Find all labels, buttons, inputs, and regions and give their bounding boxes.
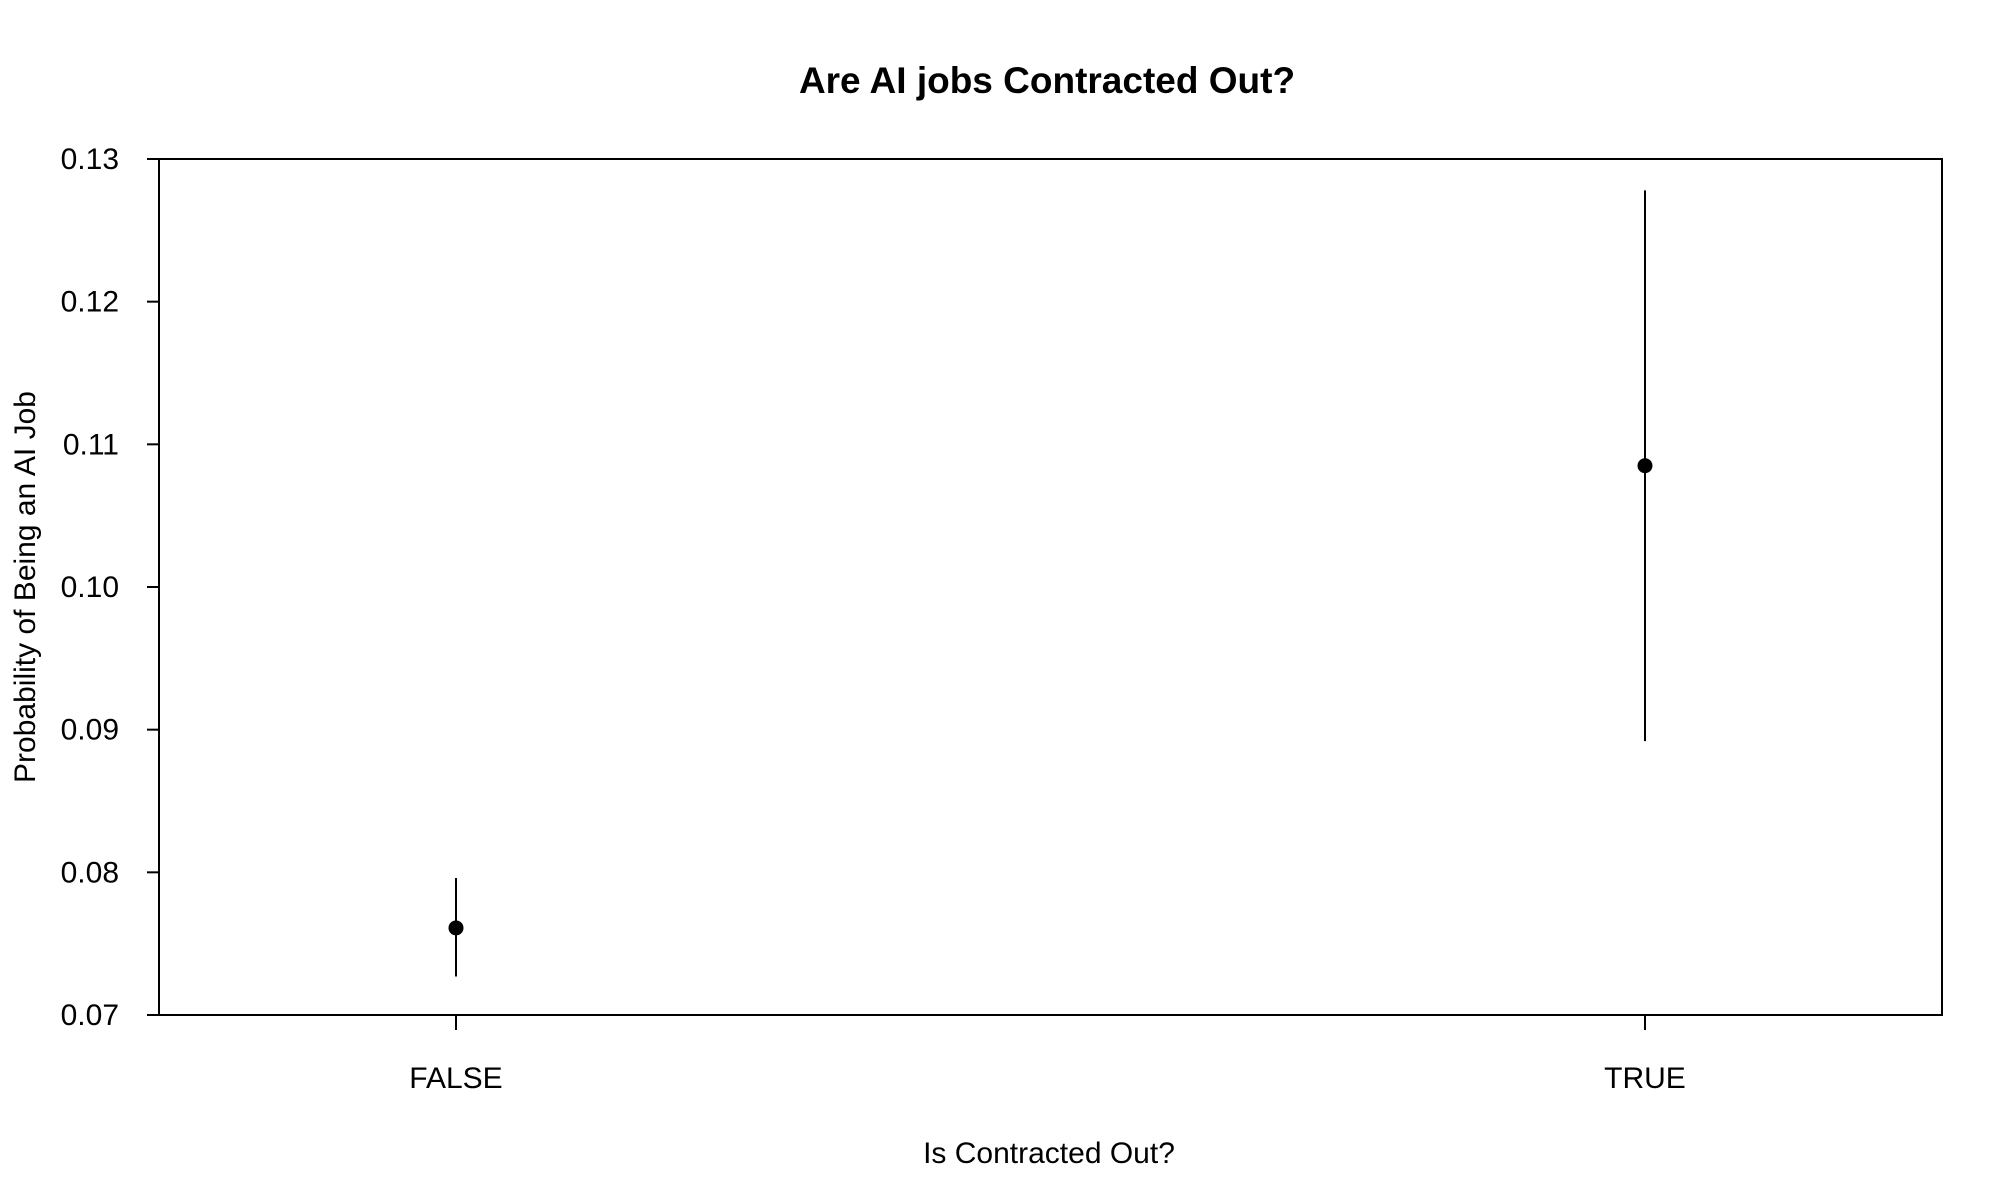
y-tick-label: 0.11 — [63, 428, 119, 461]
y-tick-label: 0.13 — [61, 143, 119, 176]
y-tick-label: 0.08 — [61, 856, 119, 889]
y-axis: 0.07 0.08 0.09 0.10 0.11 0.12 0.13 — [61, 143, 160, 1032]
error-bars — [455, 190, 1646, 977]
point-true — [1637, 458, 1653, 474]
points — [448, 458, 1653, 936]
x-axis: FALSE TRUE — [409, 1015, 1686, 1095]
y-tick-label: 0.10 — [61, 571, 119, 604]
y-tick-label: 0.12 — [61, 286, 119, 319]
chart-title: Are AI jobs Contracted Out? — [799, 60, 1295, 101]
y-tick-label: 0.09 — [61, 714, 119, 747]
y-axis-label: Probability of Being an AI Job — [9, 391, 42, 783]
plot-frame — [158, 158, 1943, 1016]
point-false — [448, 920, 464, 936]
y-tick-label: 0.07 — [61, 999, 119, 1032]
x-tick-label: TRUE — [1604, 1062, 1686, 1095]
plot-area — [158, 158, 1943, 1016]
x-tick-label: FALSE — [409, 1062, 502, 1095]
x-axis-label: Is Contracted Out? — [923, 1137, 1175, 1170]
